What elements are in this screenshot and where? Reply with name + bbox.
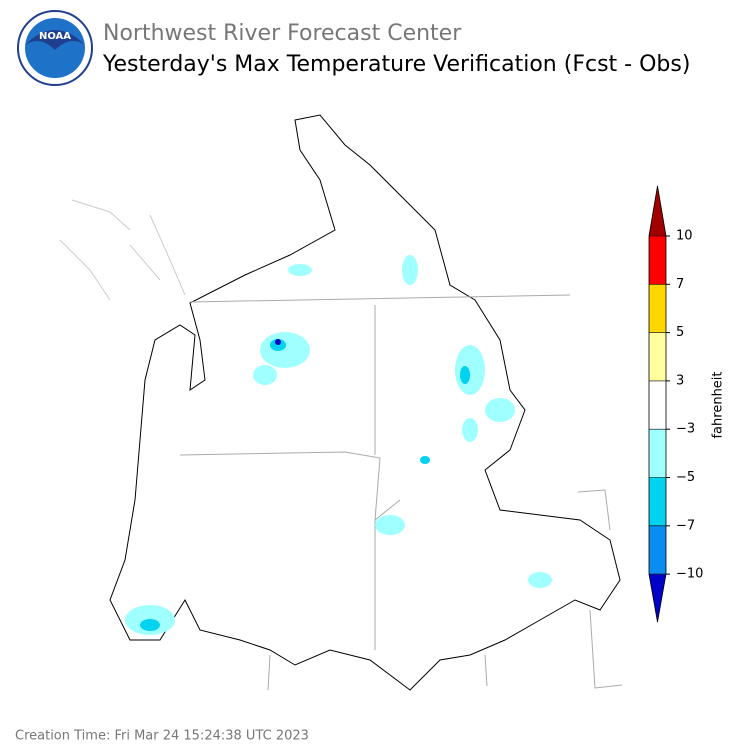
state-lines (179, 294, 623, 691)
colorbar-tick-label: −10 (676, 567, 703, 582)
title: Northwest River Forecast Center (103, 21, 462, 46)
colorbar-segment (649, 380, 666, 430)
colorbar-tip (649, 186, 666, 236)
anomaly-patches (125, 255, 552, 635)
colorbar-tick-label: 5 (676, 325, 684, 340)
colorbar-segment (649, 429, 666, 478)
colorbar-segment (649, 236, 666, 285)
colorbar-segment (649, 332, 666, 381)
colorbar-tick-label: 3 (676, 373, 684, 388)
basin-outline (109, 114, 621, 691)
colorbar-tick-label: −5 (676, 470, 695, 485)
map (59, 114, 623, 691)
colorbar-tick-label: 10 (676, 229, 693, 244)
logo-text: NOAA (39, 31, 71, 42)
colorbar-label: fahrenheit (711, 371, 726, 438)
colorbar-segment (649, 284, 666, 333)
colorbar-segment (649, 525, 666, 575)
colorbar-tick-label: 7 (676, 277, 684, 292)
creation-time: Creation Time: Fri Mar 24 15:24:38 UTC 2… (15, 729, 309, 744)
colorbar-tip (649, 574, 666, 623)
colorbar-tick-label: −3 (676, 422, 695, 437)
colorbar: 10 7 5 3 −3 −5 −7 −10 (648, 185, 703, 623)
noaa-logo: NOAA (17, 10, 93, 86)
colorbar-tick-label: −7 (676, 518, 695, 533)
subtitle: Yesterday's Max Temperature Verification… (102, 52, 690, 77)
colorbar-segment (649, 477, 666, 526)
